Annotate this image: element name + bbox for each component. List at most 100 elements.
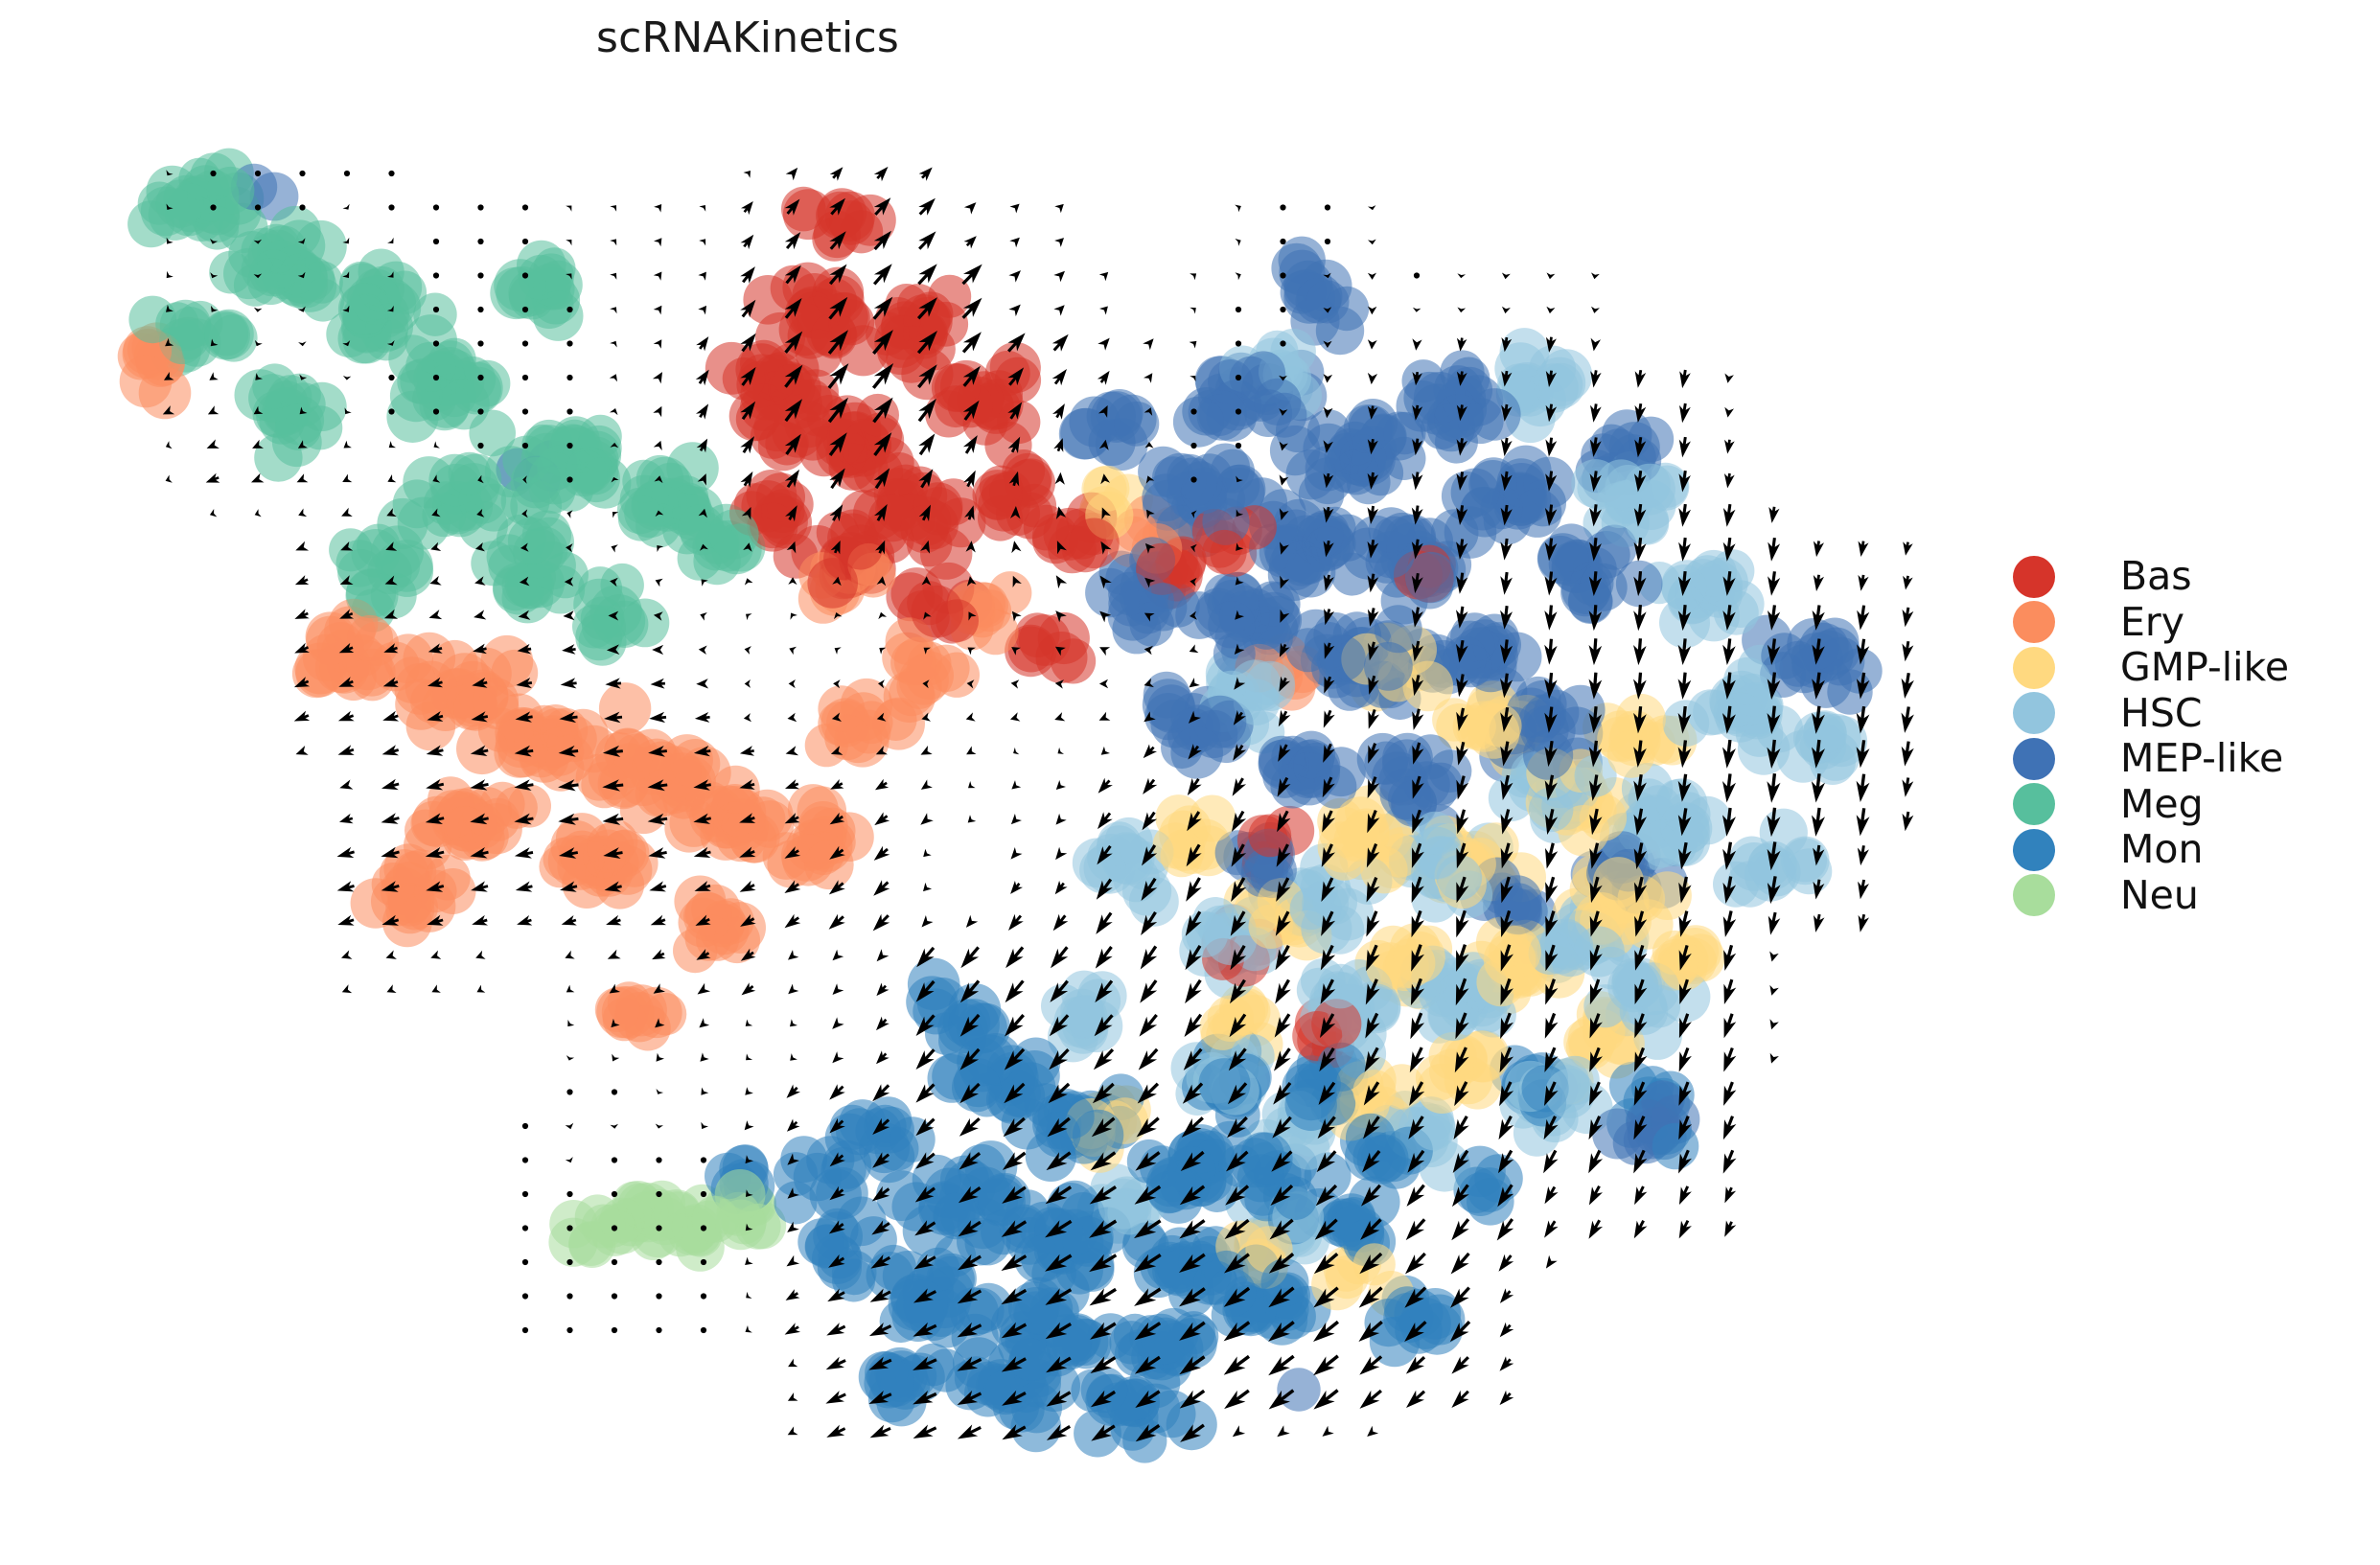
velocity-arrow <box>566 442 573 449</box>
velocity-arrow <box>1054 712 1066 722</box>
velocity-arrow <box>1544 672 1558 700</box>
velocity-arrow <box>611 544 618 553</box>
velocity-arrow <box>1046 1151 1072 1171</box>
legend-item-hsc[interactable]: HSC <box>2013 691 2368 737</box>
legend-item-mon[interactable]: Mon <box>2013 827 2368 873</box>
scatter-point <box>389 369 443 423</box>
velocity-arrow <box>961 264 982 286</box>
velocity-arrow <box>1235 239 1241 246</box>
legend-item-mep-like[interactable]: MEP-like <box>2013 736 2368 782</box>
velocity-arrow <box>477 204 484 211</box>
velocity-arrow <box>1144 407 1153 416</box>
scatter-point <box>413 292 457 336</box>
scatter-point <box>958 1287 1005 1334</box>
velocity-arrow <box>1135 1390 1161 1408</box>
velocity-arrow <box>921 576 932 586</box>
velocity-arrow <box>693 846 711 858</box>
velocity-arrow <box>829 197 845 216</box>
velocity-arrow <box>1230 978 1247 1004</box>
velocity-arrow <box>381 745 400 756</box>
velocity-arrow <box>1500 774 1513 800</box>
velocity-arrow <box>1410 1012 1425 1040</box>
velocity-arrow <box>1055 780 1066 790</box>
velocity-arrow <box>959 1013 981 1037</box>
legend-item-neu[interactable]: Neu <box>2013 873 2368 919</box>
velocity-arrow <box>162 405 175 415</box>
velocity-arrow <box>1545 471 1558 492</box>
velocity-arrow <box>957 1356 982 1371</box>
velocity-arrow <box>1235 340 1242 347</box>
velocity-arrow <box>1051 946 1069 969</box>
velocity-arrow <box>388 170 395 177</box>
legend-item-gmp-like[interactable]: GMP-like <box>2013 645 2368 691</box>
velocity-arrow <box>965 914 979 928</box>
scatter-point <box>581 761 628 809</box>
velocity-arrow <box>474 576 486 586</box>
scatter-point <box>301 278 345 322</box>
scatter-point <box>1402 660 1454 712</box>
velocity-arrow <box>1814 913 1825 932</box>
velocity-arrow <box>922 679 930 689</box>
scatter-point <box>622 459 666 503</box>
velocity-arrow <box>1633 808 1647 836</box>
velocity-arrow <box>1089 1287 1118 1306</box>
velocity-arrow <box>1055 846 1068 861</box>
legend-item-bas[interactable]: Bas <box>2013 554 2368 600</box>
velocity-arrow <box>1813 879 1825 900</box>
scatter-point <box>583 835 626 879</box>
velocity-arrow <box>868 1356 892 1370</box>
velocity-arrow <box>1280 272 1286 279</box>
scatter-point <box>1364 1299 1413 1347</box>
velocity-arrow <box>1142 844 1158 866</box>
scatter-point <box>270 244 321 295</box>
velocity-arrow <box>1677 740 1692 769</box>
velocity-arrow <box>386 984 397 993</box>
velocity-arrow <box>655 510 664 517</box>
velocity-arrow <box>647 779 668 792</box>
velocity-arrow <box>1812 638 1825 665</box>
scatter-point <box>898 655 949 705</box>
velocity-arrow <box>470 779 489 791</box>
velocity-arrow <box>1450 1252 1470 1275</box>
velocity-arrow <box>1179 1389 1206 1409</box>
velocity-arrow <box>1633 1149 1648 1174</box>
velocity-arrow <box>1678 503 1691 527</box>
scatter-point <box>750 502 796 549</box>
velocity-arrow <box>1190 408 1197 415</box>
velocity-arrow <box>1227 1116 1248 1139</box>
velocity-arrow <box>210 204 217 211</box>
velocity-arrow <box>1183 1047 1203 1070</box>
velocity-arrow <box>1453 1115 1469 1139</box>
velocity-arrow <box>1856 705 1870 734</box>
velocity-arrow <box>1412 809 1424 834</box>
velocity-arrow <box>698 271 706 281</box>
velocity-arrow <box>1634 910 1648 937</box>
scatter-point <box>1216 464 1260 508</box>
velocity-arrow <box>1007 333 1026 353</box>
scatter-point <box>915 1247 960 1292</box>
velocity-arrow <box>957 1322 982 1338</box>
velocity-arrow <box>1634 369 1647 388</box>
velocity-arrow <box>253 239 262 244</box>
velocity-arrow <box>1144 577 1156 588</box>
velocity-arrow <box>1677 570 1692 596</box>
velocity-arrow <box>1411 472 1423 491</box>
velocity-arrow <box>166 170 173 176</box>
velocity-arrow <box>299 204 306 211</box>
velocity-arrow <box>872 1117 890 1135</box>
velocity-arrow <box>1143 777 1158 794</box>
velocity-arrow <box>472 677 488 688</box>
velocity-arrow <box>1902 811 1914 832</box>
legend-item-ery[interactable]: Ery <box>2013 600 2368 646</box>
scatter-point <box>1319 635 1366 682</box>
velocity-arrow <box>1236 475 1243 483</box>
legend-item-label: GMP-like <box>2120 644 2290 691</box>
scatter-point <box>545 734 594 783</box>
legend-item-meg[interactable]: Meg <box>2013 782 2368 828</box>
legend-item-label: Mon <box>2120 826 2204 873</box>
velocity-arrow <box>1722 605 1736 631</box>
velocity-arrow <box>1812 705 1825 734</box>
velocity-arrow <box>1055 506 1067 519</box>
velocity-arrow <box>1500 538 1513 561</box>
velocity-arrow <box>829 845 845 860</box>
